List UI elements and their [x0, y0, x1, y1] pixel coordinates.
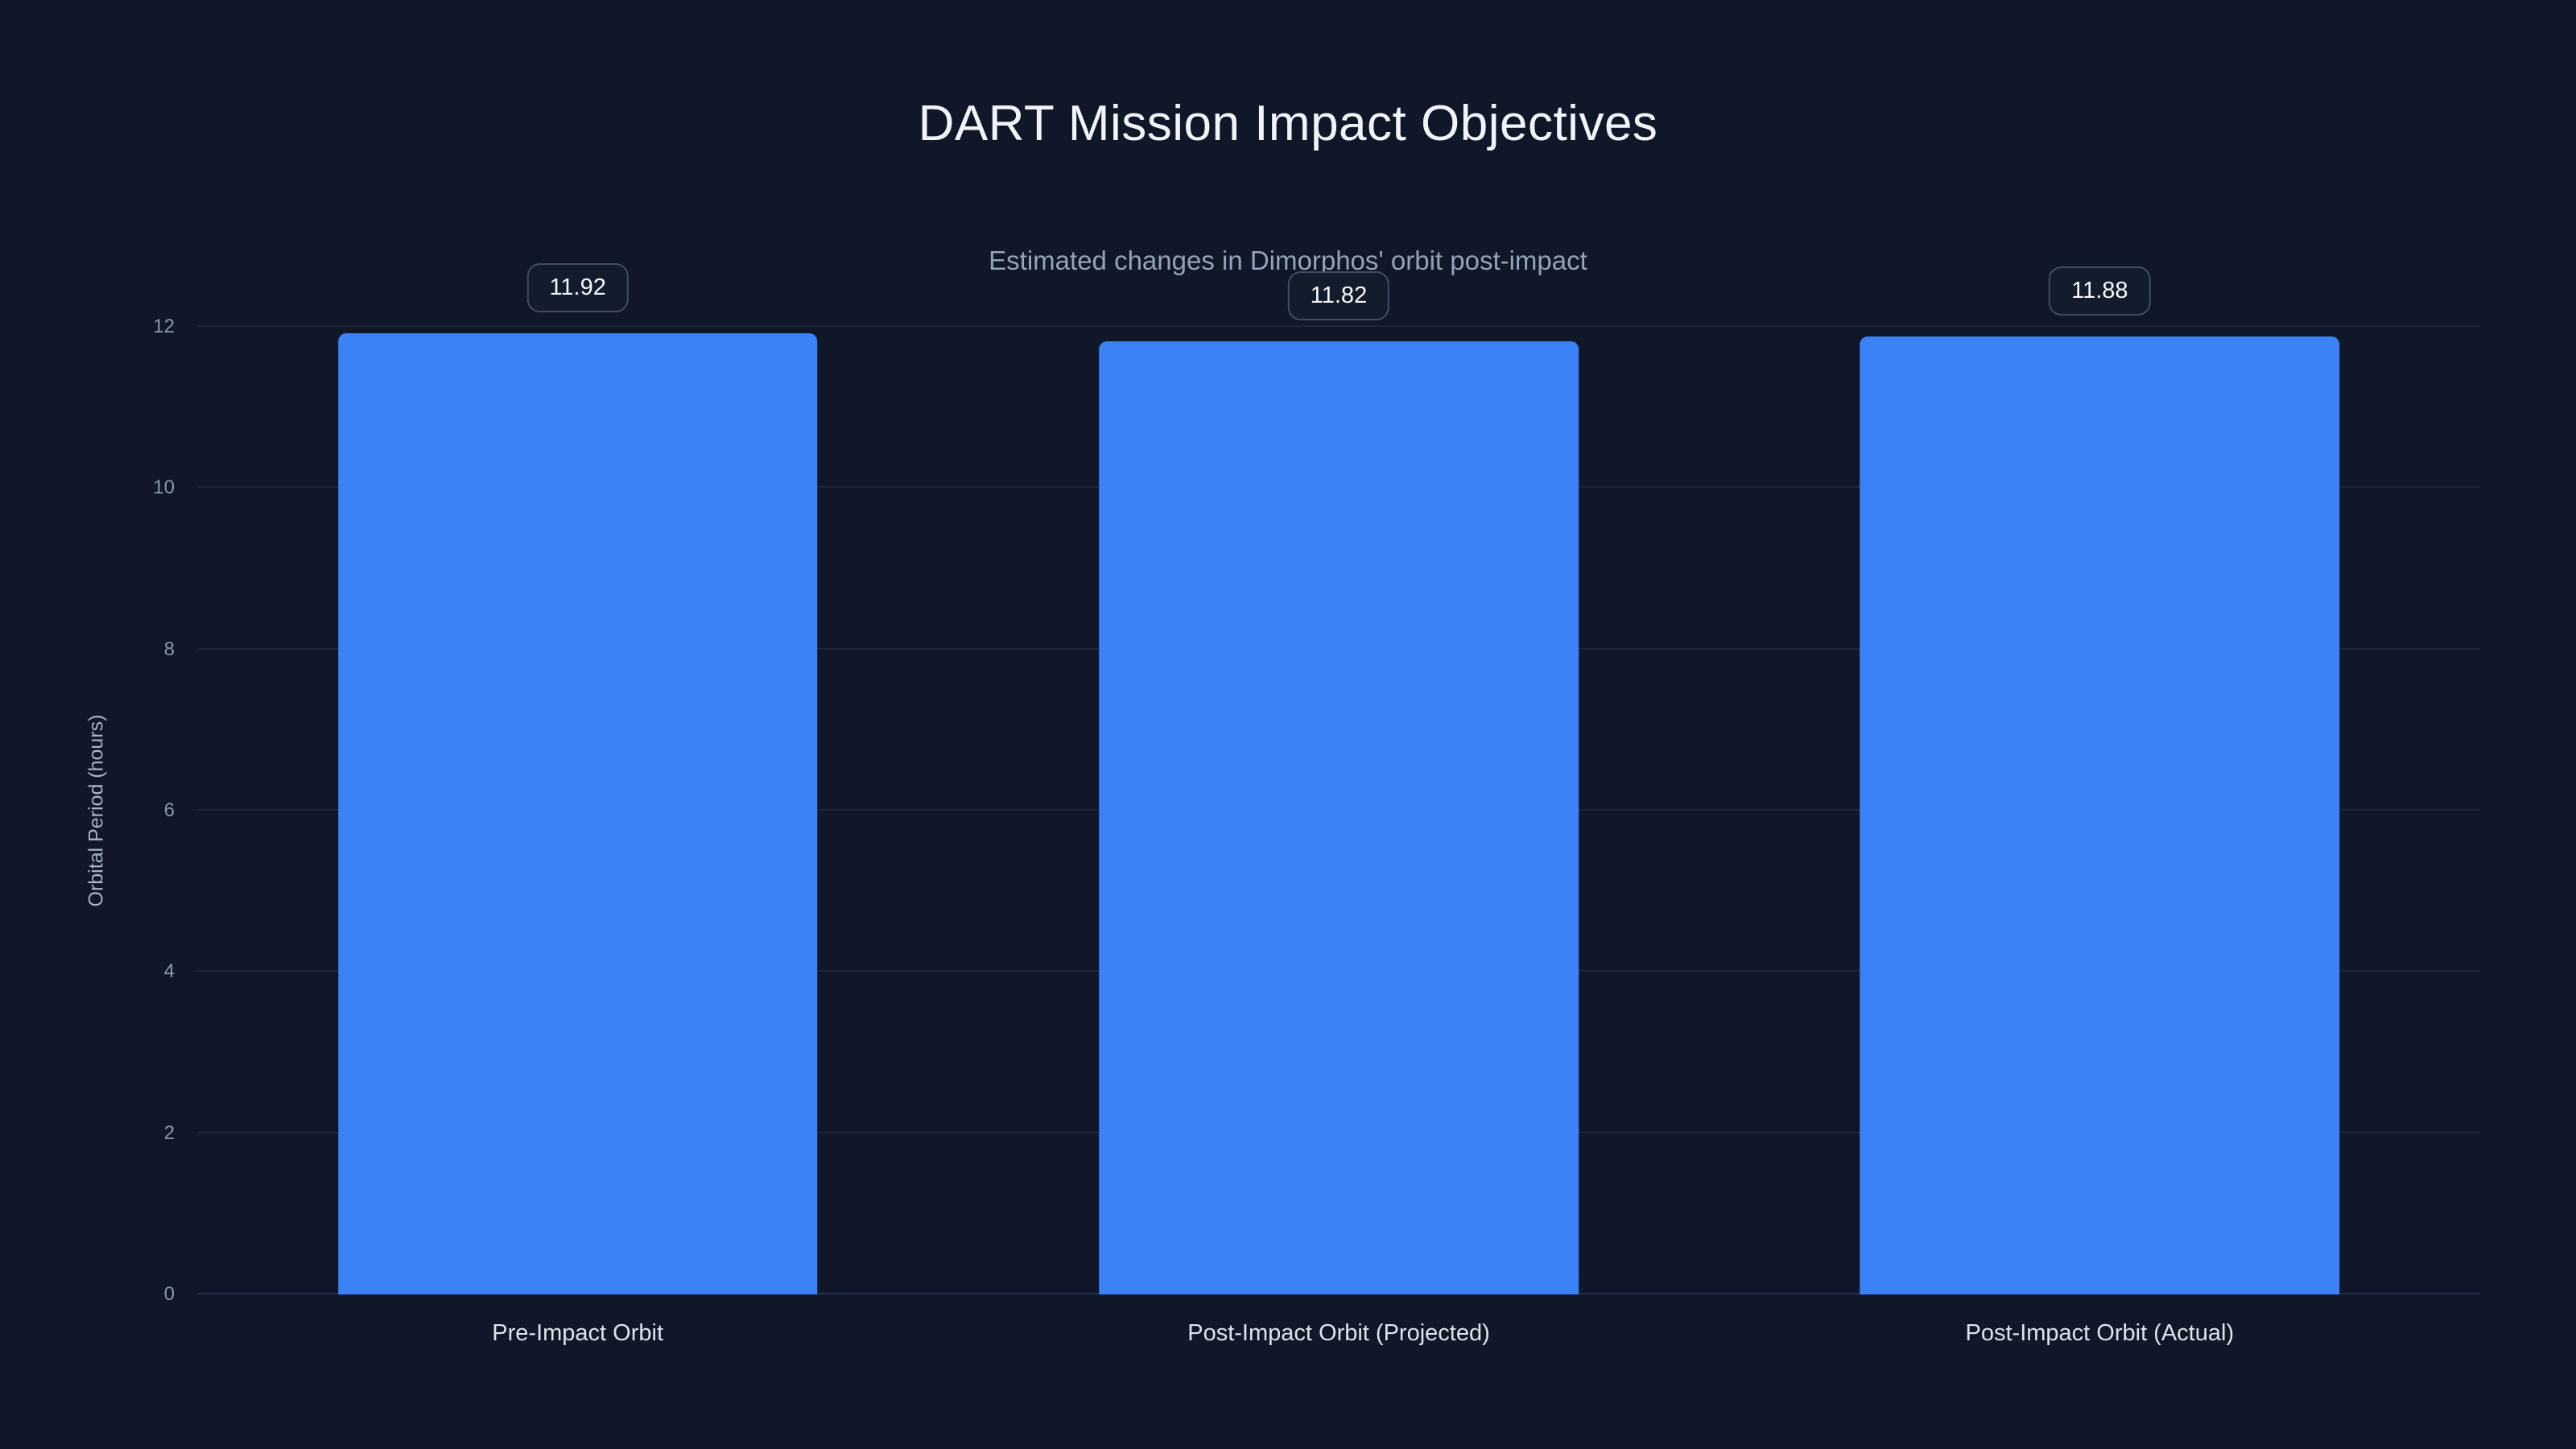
- bars: 11.92 11.82 11.88: [197, 263, 2480, 1294]
- bar: [1860, 336, 2340, 1294]
- plot-area: 0 2 4 6 8 10 12 11.92 11.82 11.88: [153, 263, 2480, 1305]
- chart-subtitle: Estimated changes in Dimorphos' orbit po…: [989, 246, 1587, 275]
- chart-title: DART Mission Impact Objectives: [918, 96, 1658, 151]
- bar: [337, 333, 818, 1294]
- y-tick-label: 8: [163, 638, 175, 660]
- y-tick-label: 2: [163, 1121, 175, 1144]
- y-axis-title: Orbital Period (hours): [85, 714, 108, 907]
- y-tick-label: 0: [163, 1283, 175, 1305]
- value-badge: 11.88: [2049, 266, 2151, 316]
- bar-slot: 11.88: [1719, 266, 2480, 1294]
- value-badge: 11.82: [1287, 271, 1390, 321]
- x-axis-label: Post-Impact Orbit (Actual): [1965, 1320, 2235, 1346]
- bar-slot: 11.92: [197, 263, 958, 1294]
- x-axis-label: Post-Impact Orbit (Projected): [1187, 1320, 1490, 1346]
- y-tick-label: 12: [153, 316, 175, 337]
- bar-slot: 11.82: [958, 271, 1719, 1294]
- y-tick-label: 4: [163, 960, 175, 983]
- gridline: [197, 325, 2480, 327]
- y-tick-label: 10: [153, 477, 175, 499]
- x-axis-label: Pre-Impact Orbit: [492, 1320, 664, 1346]
- bar: [1099, 341, 1579, 1294]
- x-axis-labels: Pre-Impact Orbit Post-Impact Orbit (Proje…: [197, 1320, 2480, 1347]
- y-tick-label: 6: [163, 799, 175, 821]
- value-badge: 11.92: [526, 263, 629, 313]
